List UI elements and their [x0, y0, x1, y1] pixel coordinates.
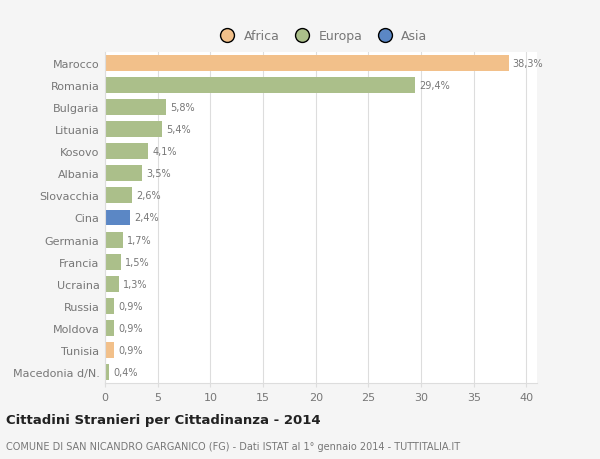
Bar — [105, 210, 130, 226]
Bar — [105, 166, 142, 182]
Text: 4,1%: 4,1% — [152, 147, 177, 157]
Bar — [105, 144, 148, 160]
Bar — [105, 276, 119, 292]
Text: 2,4%: 2,4% — [134, 213, 159, 223]
Text: 3,5%: 3,5% — [146, 169, 171, 179]
Text: 5,4%: 5,4% — [166, 125, 191, 135]
Bar — [105, 56, 509, 72]
Bar — [105, 364, 109, 380]
Text: Cittadini Stranieri per Cittadinanza - 2014: Cittadini Stranieri per Cittadinanza - 2… — [6, 413, 320, 426]
Text: 0,4%: 0,4% — [113, 367, 138, 377]
Bar — [105, 232, 123, 248]
Bar — [105, 320, 115, 336]
Legend: Africa, Europa, Asia: Africa, Europa, Asia — [215, 30, 427, 43]
Text: 29,4%: 29,4% — [419, 81, 450, 91]
Text: 1,7%: 1,7% — [127, 235, 152, 245]
Text: 0,9%: 0,9% — [119, 301, 143, 311]
Bar — [105, 122, 162, 138]
Bar — [105, 298, 115, 314]
Bar — [105, 342, 115, 358]
Text: 0,9%: 0,9% — [119, 323, 143, 333]
Text: 38,3%: 38,3% — [513, 59, 544, 69]
Bar — [105, 78, 415, 94]
Bar — [105, 254, 121, 270]
Text: 1,3%: 1,3% — [123, 279, 148, 289]
Bar — [105, 188, 133, 204]
Text: 2,6%: 2,6% — [137, 191, 161, 201]
Bar — [105, 100, 166, 116]
Text: 1,5%: 1,5% — [125, 257, 149, 267]
Text: COMUNE DI SAN NICANDRO GARGANICO (FG) - Dati ISTAT al 1° gennaio 2014 - TUTTITAL: COMUNE DI SAN NICANDRO GARGANICO (FG) - … — [6, 441, 460, 451]
Text: 5,8%: 5,8% — [170, 103, 195, 113]
Text: 0,9%: 0,9% — [119, 345, 143, 355]
